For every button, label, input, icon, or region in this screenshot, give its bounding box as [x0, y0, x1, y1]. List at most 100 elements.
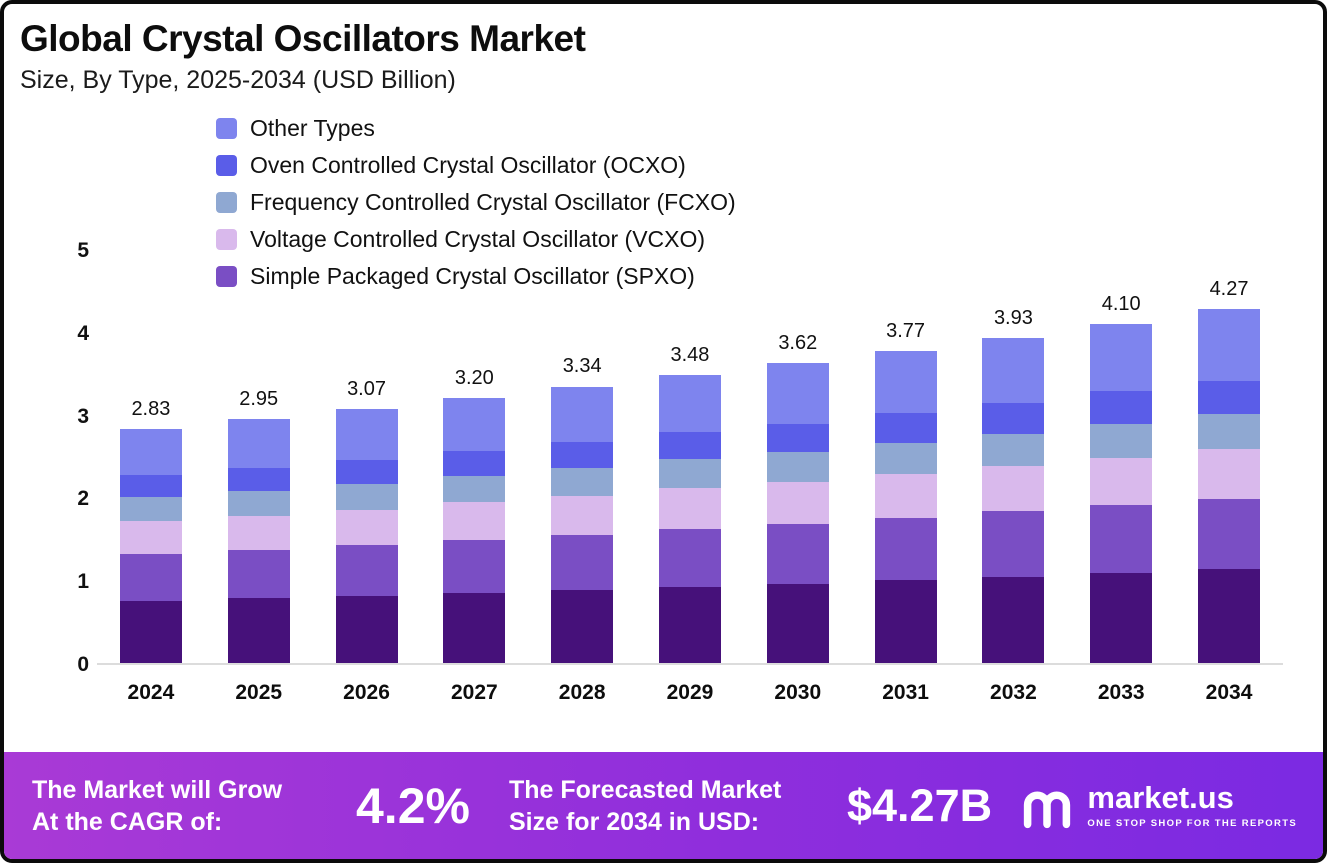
bar-slot: 2.95 [205, 251, 313, 663]
bar-segment [1090, 391, 1153, 424]
bar-slot: 3.48 [636, 251, 744, 663]
bar-segment [443, 539, 506, 593]
bar-segment [1090, 504, 1153, 573]
x-tick-label: 2029 [666, 681, 714, 704]
stacked-bar [766, 363, 829, 663]
bar-segment [658, 586, 721, 663]
footer-banner: The Market will Grow At the CAGR of: 4.2… [4, 752, 1323, 859]
stacked-bar [1090, 323, 1153, 663]
stacked-bar-chart: 0 1 2 3 4 5 2.83 2.95 3.07 3.20 3.34 3.48 3.62 3.77 3… [52, 240, 1283, 705]
stacked-bar [551, 386, 614, 663]
legend-swatch-icon [216, 155, 237, 176]
legend-item: Simple Packaged Crystal Oscillator (SPXO… [216, 258, 736, 295]
header: Global Crystal Oscillators Market Size, … [20, 18, 586, 95]
bar-total-label: 3.34 [562, 355, 602, 378]
bar-slot: 2.83 [97, 251, 205, 663]
stacked-bar [335, 408, 398, 663]
bar-segment [766, 451, 829, 482]
y-tick-label: 2 [77, 487, 89, 511]
bar-segment [119, 553, 182, 601]
bar-segment [227, 467, 290, 491]
bar-total-label: 4.27 [1209, 278, 1249, 301]
bar-segment [874, 350, 937, 413]
bar-total-label: 4.10 [1101, 292, 1141, 315]
brand-tagline: ONE STOP SHOP FOR THE REPORTS [1087, 818, 1297, 829]
page-subtitle: Size, By Type, 2025-2034 (USD Billion) [20, 66, 456, 94]
bar-slot: 3.62 [744, 251, 852, 663]
bar-slot: 3.20 [420, 251, 528, 663]
bar-segment [119, 520, 182, 554]
bar-total-label: 3.48 [670, 343, 710, 366]
bar-segment [1090, 457, 1153, 505]
y-axis: 0 1 2 3 4 5 [52, 240, 97, 676]
x-tick-label: 2030 [774, 681, 822, 704]
cagr-label: The Market will Grow At the CAGR of: [32, 774, 282, 838]
bar-segment [443, 592, 506, 663]
legend-item: Voltage Controlled Crystal Oscillator (V… [216, 221, 736, 258]
stacked-bar [874, 350, 937, 663]
legend-item: Frequency Controlled Crystal Oscillator … [216, 184, 736, 221]
stacked-bar [443, 398, 506, 663]
bar-segment [551, 468, 614, 496]
bar-segment [551, 590, 614, 663]
bar-segment [874, 412, 937, 443]
bar-segment [551, 534, 614, 591]
marketus-logo-icon [1024, 790, 1071, 828]
bar-slot: 4.27 [1175, 251, 1283, 663]
y-tick-label: 4 [77, 321, 89, 345]
bar-total-label: 3.93 [993, 306, 1033, 329]
bar-segment [335, 460, 398, 485]
x-tick-label: 2031 [882, 681, 929, 704]
y-tick-label: 3 [77, 404, 89, 428]
brand-text: market.us ONE STOP SHOP FOR THE REPORTS [1087, 782, 1297, 829]
bar-segment [982, 403, 1045, 434]
bar-segment [1090, 423, 1153, 458]
stacked-bar [1198, 309, 1261, 663]
bar-segment [335, 408, 398, 461]
bar-segment [443, 398, 506, 452]
cagr-label-line1: The Market will Grow [32, 775, 283, 804]
legend-item: Other Types [216, 110, 736, 147]
legend-label: Voltage Controlled Crystal Oscillator (V… [250, 226, 706, 252]
bar-segment [227, 418, 290, 468]
stacked-bar [119, 428, 182, 663]
bar-segment [1198, 569, 1261, 663]
bar-segment [335, 545, 398, 596]
forecast-label: The Forecasted Market Size for 2034 in U… [509, 774, 781, 838]
bar-segment [766, 423, 829, 452]
x-tick-label: 2034 [1205, 681, 1253, 704]
bar-segment [1198, 449, 1261, 500]
forecast-label-line2: Size for 2034 in USD: [509, 807, 760, 836]
bar-segment [982, 576, 1045, 663]
legend-swatch-icon [216, 192, 237, 213]
bar-segment [1198, 499, 1261, 570]
legend-swatch-icon [216, 229, 237, 250]
brand-name: market.us [1087, 780, 1234, 815]
bar-slot: 3.34 [528, 251, 636, 663]
legend-item: Oven Controlled Crystal Oscillator (OCXO… [216, 147, 736, 184]
bar-segment [551, 386, 614, 442]
bar-segment [551, 495, 614, 535]
x-tick-label: 2025 [235, 681, 283, 704]
bar-total-label: 3.07 [347, 377, 386, 400]
legend-swatch-icon [216, 266, 237, 287]
bar-total-label: 3.77 [886, 319, 926, 342]
y-tick-label: 0 [77, 653, 89, 676]
stacked-bar [982, 337, 1045, 663]
bar-segment [1090, 323, 1153, 392]
bar-segment [766, 363, 829, 424]
bar-segment [874, 580, 937, 663]
bar-segment [658, 459, 721, 489]
cagr-label-line2: At the CAGR of: [32, 807, 223, 836]
plot-area: 2.83 2.95 3.07 3.20 3.34 3.48 3.62 3.77 3.93 4.10… [97, 251, 1283, 665]
brand-lockup: market.us ONE STOP SHOP FOR THE REPORTS [1019, 778, 1297, 834]
cagr-value: 4.2% [356, 777, 470, 834]
bar-segment [1198, 413, 1261, 450]
x-axis-labels: 2024 2025 2026 2027 2028 2029 2030 2031 2032 2033… [97, 681, 1283, 705]
legend-label: Other Types [250, 115, 375, 141]
legend-label: Simple Packaged Crystal Oscillator (SPXO… [250, 263, 695, 289]
bar-segment [874, 518, 937, 581]
bar-segment [335, 484, 398, 510]
bar-total-label: 2.95 [239, 387, 279, 410]
